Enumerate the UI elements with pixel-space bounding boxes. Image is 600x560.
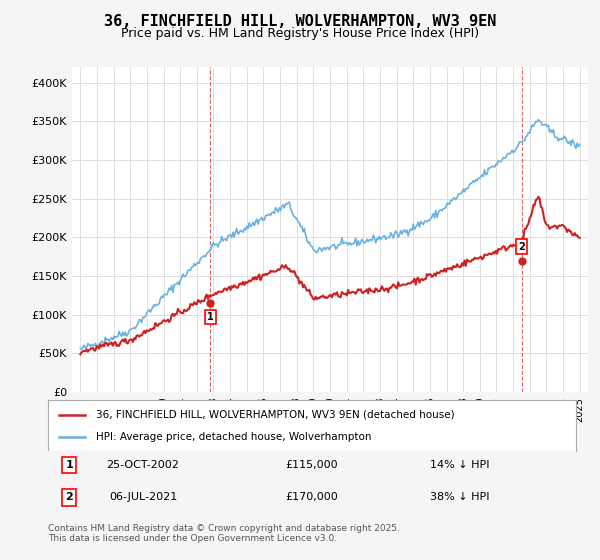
Text: 36, FINCHFIELD HILL, WOLVERHAMPTON, WV3 9EN (detached house): 36, FINCHFIELD HILL, WOLVERHAMPTON, WV3 …: [95, 409, 454, 419]
Text: 14% ↓ HPI: 14% ↓ HPI: [430, 460, 490, 470]
Text: Price paid vs. HM Land Registry's House Price Index (HPI): Price paid vs. HM Land Registry's House …: [121, 27, 479, 40]
Text: 2: 2: [518, 241, 525, 251]
Text: 06-JUL-2021: 06-JUL-2021: [109, 492, 177, 502]
Text: HPI: Average price, detached house, Wolverhampton: HPI: Average price, detached house, Wolv…: [95, 432, 371, 442]
Text: 36, FINCHFIELD HILL, WOLVERHAMPTON, WV3 9EN: 36, FINCHFIELD HILL, WOLVERHAMPTON, WV3 …: [104, 14, 496, 29]
Text: Contains HM Land Registry data © Crown copyright and database right 2025.
This d: Contains HM Land Registry data © Crown c…: [48, 524, 400, 543]
Text: 38% ↓ HPI: 38% ↓ HPI: [430, 492, 490, 502]
Text: 1: 1: [207, 312, 214, 322]
Text: £170,000: £170,000: [286, 492, 338, 502]
Text: £115,000: £115,000: [286, 460, 338, 470]
Text: 25-OCT-2002: 25-OCT-2002: [107, 460, 179, 470]
Text: 2: 2: [65, 492, 73, 502]
Text: 1: 1: [65, 460, 73, 470]
